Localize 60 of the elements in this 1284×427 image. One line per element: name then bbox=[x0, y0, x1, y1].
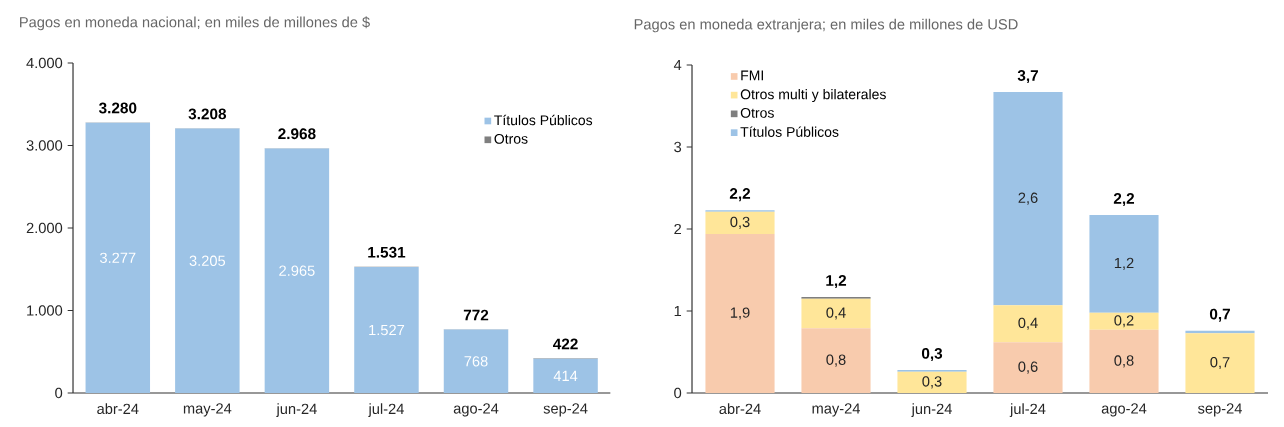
x-tick-label: sep-24 bbox=[1197, 403, 1242, 417]
legend-label: FMI bbox=[741, 70, 763, 81]
total-label: 422 bbox=[553, 338, 578, 350]
y-tick-label: 1 bbox=[674, 305, 682, 317]
y-tick-label: 3.000 bbox=[26, 140, 63, 151]
data-label: 0,4 bbox=[826, 307, 846, 320]
total-label: 772 bbox=[463, 309, 489, 321]
data-label: 3.277 bbox=[100, 252, 136, 264]
total-label: 2,2 bbox=[729, 188, 751, 202]
total-label: 2,2 bbox=[1113, 193, 1135, 207]
data-label: 1,2 bbox=[1114, 257, 1134, 270]
x-tick-label: ago-24 bbox=[1101, 403, 1147, 417]
y-tick-label: 2 bbox=[674, 223, 682, 235]
data-label: 2,6 bbox=[1018, 192, 1038, 205]
total-label: 3.280 bbox=[98, 102, 137, 114]
data-label: 0,3 bbox=[922, 376, 942, 389]
x-tick-label: jul-24 bbox=[1009, 403, 1046, 417]
data-label: 0,4 bbox=[1018, 317, 1038, 330]
legend-label: Otros multi y bilaterales bbox=[740, 89, 886, 103]
y-tick-label: 3 bbox=[674, 141, 682, 153]
legend-label: Otros bbox=[740, 107, 774, 118]
x-tick-label: jun-24 bbox=[276, 403, 317, 417]
y-tick-label: 0 bbox=[674, 387, 682, 399]
total-label: 0,3 bbox=[921, 348, 943, 362]
data-label: 3.205 bbox=[189, 255, 226, 266]
data-label: 414 bbox=[553, 370, 578, 381]
x-tick-label: may-24 bbox=[183, 403, 232, 417]
data-label: 1,9 bbox=[730, 307, 750, 320]
x-tick-label: may-24 bbox=[812, 403, 861, 417]
x-tick-label: abr-24 bbox=[97, 403, 139, 415]
chart-title: Pagos en moneda nacional; en miles de millones de $ bbox=[20, 16, 370, 31]
data-label: 0,6 bbox=[1018, 361, 1038, 374]
y-tick-label: 4 bbox=[673, 59, 682, 71]
x-tick-label: sep-24 bbox=[543, 403, 588, 417]
total-label: 1.531 bbox=[368, 246, 406, 258]
data-label: 0,7 bbox=[1210, 357, 1230, 370]
data-label: 768 bbox=[464, 356, 488, 367]
total-label: 3,7 bbox=[1017, 70, 1038, 84]
x-tick-label: jun-24 bbox=[911, 403, 952, 417]
legend-label: Títulos Públicos bbox=[740, 126, 839, 137]
chart-title: Pagos en moneda extranjera; en miles de millones de USD bbox=[634, 18, 1018, 33]
data-label: 0,8 bbox=[826, 354, 846, 367]
x-tick-label: abr-24 bbox=[719, 403, 761, 415]
y-tick-label: 2.000 bbox=[26, 222, 63, 234]
y-tick-label: 4.000 bbox=[26, 57, 63, 69]
total-label: 3.208 bbox=[188, 108, 227, 120]
legend-label: Títulos Públicos bbox=[494, 114, 593, 126]
data-label: 2.965 bbox=[279, 265, 315, 276]
total-label: 1,2 bbox=[826, 275, 847, 289]
x-tick-label: ago-24 bbox=[453, 403, 499, 417]
data-label: 0,2 bbox=[1114, 315, 1134, 328]
data-label: 0,3 bbox=[730, 216, 750, 229]
y-tick-label: 1.000 bbox=[27, 305, 63, 316]
data-label: 0,8 bbox=[1114, 355, 1134, 368]
total-label: 2.968 bbox=[278, 128, 316, 140]
y-tick-label: 0 bbox=[55, 387, 63, 399]
legend-label: Otros bbox=[494, 133, 528, 144]
x-tick-label: jul-24 bbox=[368, 403, 404, 417]
data-label: 1.527 bbox=[369, 324, 405, 336]
total-label: 0,7 bbox=[1209, 308, 1230, 322]
